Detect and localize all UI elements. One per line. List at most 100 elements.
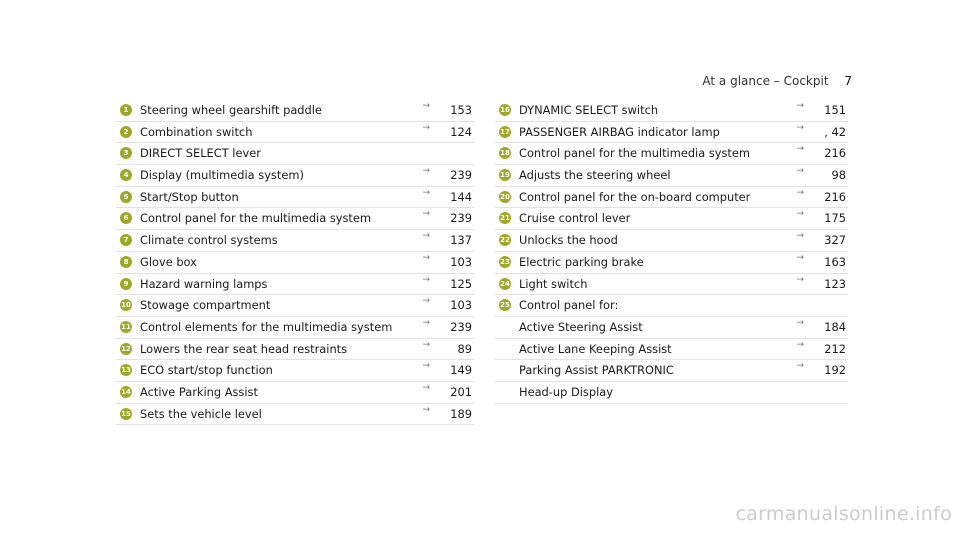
page-ref[interactable]: 327 <box>824 233 846 248</box>
page-ref[interactable]: 144 <box>450 189 472 204</box>
item-label: Hazard warning lamps <box>140 276 268 291</box>
arrow-icon: → <box>422 296 430 307</box>
item-number-badge: 4 <box>120 169 132 182</box>
arrow-icon: → <box>422 339 430 350</box>
item-label: Steering wheel gearshift paddle <box>140 103 322 117</box>
arrow-icon: → <box>796 144 804 155</box>
arrow-icon: → <box>422 187 430 198</box>
page-ref[interactable]: 123 <box>824 276 846 291</box>
list-item: 18 Control panel for the multimedia syste… <box>495 143 848 166</box>
item-number-badge: 9 <box>120 277 132 290</box>
item-label: DYNAMIC SELECT switch <box>519 103 659 117</box>
list-item: 4 Display (multimedia system) → 239 <box>116 165 474 187</box>
item-label: ECO start/stop function <box>140 363 273 378</box>
page-ref[interactable]: 175 <box>824 211 846 226</box>
list-item: 15 Sets the vehicle level → 189 <box>116 404 474 426</box>
page-ref[interactable]: 212 <box>824 341 846 356</box>
page-ref[interactable]: 163 <box>824 254 846 269</box>
item-label: Combination switch <box>140 124 253 139</box>
page-ref[interactable]: 89 <box>457 341 473 356</box>
page-ref[interactable]: 103 <box>450 254 472 269</box>
list-sub-item: Active Lane Keeping Assist → 212 <box>495 339 848 361</box>
page-ref[interactable]: 192 <box>824 363 846 378</box>
left-item-list: 1 Steering wheel gearshift paddle → 153 2 Co… <box>116 100 474 426</box>
item-label: PASSENGER AIRBAG indicator lamp <box>519 124 720 139</box>
list-item: 17 PASSENGER AIRBAG indicator lamp → , 42 <box>495 122 848 144</box>
arrow-icon: → <box>796 101 804 111</box>
page-ref[interactable]: , 42 <box>824 124 846 139</box>
arrow-icon: → <box>422 317 430 328</box>
page-ref[interactable]: 216 <box>824 146 846 161</box>
list-item: 11 Control elements for the multimedia sy… <box>116 317 474 339</box>
item-label: Active Steering Assist <box>519 319 643 334</box>
arrow-icon: → <box>422 101 430 111</box>
list-sub-item: Head-up Display <box>495 382 848 404</box>
item-number-badge: 21 <box>499 212 511 225</box>
item-label: Control panel for the on-board computer <box>519 189 751 204</box>
arrow-icon: → <box>796 339 804 350</box>
page-header: At a glance – Cockpit 7 <box>702 74 852 88</box>
page-ref[interactable]: 125 <box>450 276 472 291</box>
arrow-icon: → <box>422 361 430 372</box>
list-item: 13 ECO start/stop function → 149 <box>116 360 474 382</box>
list-item: 3 DIRECT SELECT lever <box>116 143 474 166</box>
arrow-icon: → <box>422 382 430 393</box>
item-number-badge: 12 <box>120 342 132 355</box>
item-number-badge: 6 <box>120 212 132 225</box>
arrow-icon: → <box>422 122 430 133</box>
item-number-badge: 15 <box>120 407 132 420</box>
list-item: 5 Start/Stop button → 144 <box>116 187 474 209</box>
page-ref[interactable]: 149 <box>450 363 472 378</box>
arrow-icon: → <box>422 209 430 220</box>
page-ref[interactable]: 239 <box>450 168 472 183</box>
page-ref[interactable]: 137 <box>450 233 472 248</box>
page-ref[interactable]: 103 <box>450 298 472 313</box>
item-label: Display (multimedia system) <box>140 168 304 183</box>
list-item: 20 Control panel for the on-board compute… <box>495 187 848 209</box>
list-item: 22 Unlocks the hood → 327 <box>495 230 848 252</box>
page-ref[interactable]: 201 <box>450 384 472 399</box>
arrow-icon: → <box>422 166 430 177</box>
arrow-icon: → <box>796 122 804 133</box>
page-ref[interactable]: 184 <box>824 319 846 334</box>
item-number-badge: 2 <box>120 125 132 138</box>
list-item: 12 Lowers the rear seat head restraints → 8… <box>116 339 474 361</box>
right-item-list: 16 DYNAMIC SELECT switch → 151 17 PASSENGER … <box>495 100 848 404</box>
list-sub-item: Parking Assist PARKTRONIC → 192 <box>495 360 848 382</box>
page-ref[interactable]: 239 <box>450 319 472 334</box>
item-number-badge: 23 <box>499 255 511 268</box>
page-ref[interactable]: 189 <box>450 406 472 421</box>
page-ref[interactable]: 98 <box>831 168 847 183</box>
arrow-icon: → <box>796 252 804 263</box>
page-ref[interactable]: 216 <box>824 189 846 204</box>
item-number-badge: 22 <box>499 234 511 247</box>
arrow-icon: → <box>796 317 804 328</box>
list-item: 19 Adjusts the steering wheel → 98 <box>495 165 848 187</box>
watermark: carmanualsonline.info <box>735 503 952 525</box>
item-number-badge: 25 <box>499 299 511 312</box>
item-label: Climate control systems <box>140 233 278 248</box>
arrow-icon: → <box>796 274 804 285</box>
item-number-badge: 13 <box>120 364 132 377</box>
list-item: 24 Light switch → 123 <box>495 274 848 296</box>
item-label: Adjusts the steering wheel <box>519 168 671 183</box>
page-ref[interactable]: 124 <box>450 124 472 139</box>
item-label: Lowers the rear seat head restraints <box>140 341 348 356</box>
list-item: 23 Electric parking brake → 163 <box>495 252 848 274</box>
item-label: Sets the vehicle level <box>140 406 262 421</box>
arrow-icon: → <box>796 187 804 198</box>
list-item: 1 Steering wheel gearshift paddle → 153 <box>116 100 474 122</box>
page-number: 7 <box>844 74 852 88</box>
item-number-badge: 19 <box>499 169 511 182</box>
arrow-icon: → <box>422 231 430 242</box>
item-number-badge: 18 <box>499 147 511 160</box>
list-item: 2 Combination switch → 124 <box>116 122 474 144</box>
item-number-badge: 17 <box>499 125 511 138</box>
item-number-badge: 3 <box>120 147 132 160</box>
list-item: 6 Control panel for the multimedia system… <box>116 208 474 231</box>
page-ref[interactable]: 151 <box>824 103 846 117</box>
page-ref[interactable]: 153 <box>450 103 472 117</box>
item-number-badge: 20 <box>499 190 511 203</box>
item-label: Electric parking brake <box>519 254 644 269</box>
page-ref[interactable]: 239 <box>450 211 472 226</box>
